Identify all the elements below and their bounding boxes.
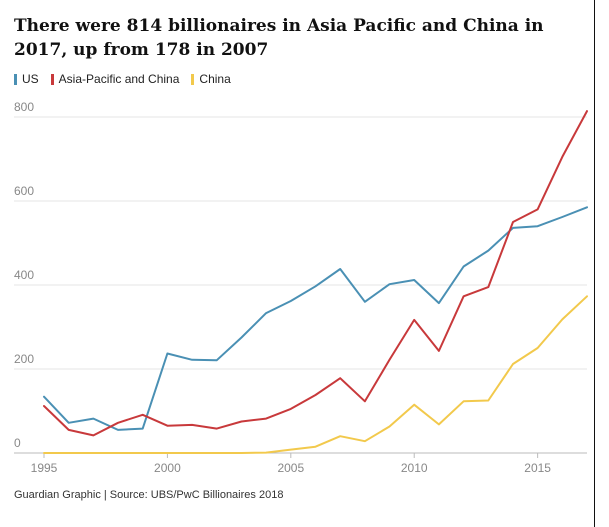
y-tick-label: 800 [14,100,34,114]
x-tick-label: 2010 [401,461,428,475]
legend-label-us: US [22,72,39,86]
x-tick-label: 1995 [31,461,58,475]
x-tick-label: 2005 [277,461,304,475]
legend-label-china: China [199,72,231,86]
legend: US Asia-Pacific and China China [14,72,231,86]
y-tick-label: 600 [14,184,34,198]
legend-swatch-china [191,73,195,85]
x-tick-label: 2000 [154,461,181,475]
y-tick-label: 0 [14,436,21,450]
legend-swatch-us [14,73,17,85]
legend-label-asia-pacific: Asia-Pacific and China [58,72,180,86]
source-footer: Guardian Graphic | Source: UBS/PwC Billi… [14,489,284,501]
x-tick-label: 2015 [524,461,551,475]
chart-title: There were 814 billionaires in Asia Paci… [14,16,544,60]
series-line-us [43,206,588,431]
right-border [594,0,595,527]
legend-item-china: China [191,72,231,86]
y-tick-label: 200 [14,352,34,366]
legend-item-us: US [14,72,39,86]
series-line-china [43,295,588,454]
y-tick-label: 400 [14,268,34,282]
series-line-asia-pacific-and-china [43,110,588,437]
legend-swatch-asia-pacific [50,73,54,85]
legend-item-asia-pacific: Asia-Pacific and China [50,72,180,86]
